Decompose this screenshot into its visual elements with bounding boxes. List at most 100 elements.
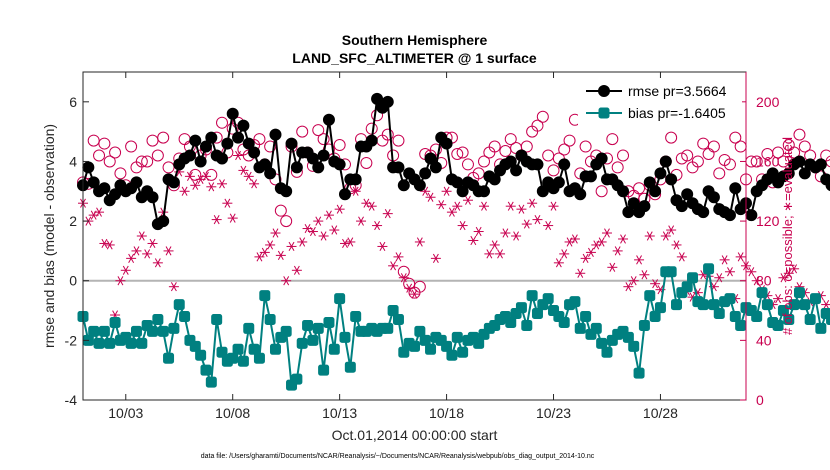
obs-evaluated-point: [644, 231, 655, 241]
obs-possible-point: [381, 128, 394, 141]
obs-possible-point: [536, 110, 549, 123]
obs-evaluated-point: [671, 240, 682, 250]
rmse-point: [782, 167, 795, 180]
obs-evaluated-series: [78, 150, 830, 320]
obs-evaluated-point: [291, 265, 302, 275]
rmse-point: [478, 185, 491, 198]
rmse-point: [697, 206, 710, 219]
obs-possible-point: [691, 155, 704, 168]
obs-evaluated-point: [559, 249, 570, 259]
obs-possible-point: [734, 140, 747, 153]
rmse-point: [665, 173, 678, 186]
bias-point: [264, 313, 276, 325]
obs-possible-point: [547, 164, 560, 177]
obs-possible-point: [633, 182, 646, 195]
obs-possible-point: [772, 146, 785, 159]
bias-point: [147, 325, 159, 337]
rmse-point: [248, 146, 261, 159]
rmse-point: [146, 191, 159, 204]
bias-point: [98, 325, 110, 337]
bias-point: [580, 311, 592, 323]
bias-point: [392, 313, 404, 325]
rmse-point: [531, 158, 544, 171]
bias-point: [425, 343, 437, 355]
rmse-point: [317, 149, 330, 162]
rmse-point: [322, 113, 335, 126]
rmse-point: [264, 167, 277, 180]
bias-point: [243, 322, 255, 334]
bias-point: [334, 293, 346, 305]
bias-point: [574, 322, 586, 334]
rmse-point: [82, 161, 95, 174]
obs-evaluated-point: [184, 171, 195, 181]
bias-point: [136, 337, 148, 349]
obs-evaluated-point: [238, 165, 249, 175]
obs-evaluated-point: [446, 207, 457, 217]
obs-possible-point: [312, 124, 325, 137]
obs-evaluated-point: [372, 220, 383, 231]
rmse-point: [167, 176, 180, 189]
x-tick-label: 10/08: [215, 405, 250, 421]
obs-evaluated-point: [479, 201, 490, 211]
obs-evaluated-point: [666, 225, 677, 235]
obs-evaluated-point: [585, 247, 596, 257]
bias-point: [173, 299, 185, 311]
bias-point: [339, 331, 351, 343]
obs-possible-point: [253, 133, 266, 146]
bias-point: [409, 340, 420, 352]
obs-evaluated-point: [398, 273, 409, 283]
obs-evaluated-point: [217, 179, 228, 189]
bias-point: [670, 299, 682, 311]
obs-evaluated-point: [115, 276, 126, 286]
obs-evaluated-point: [457, 220, 468, 231]
rmse-point: [584, 170, 597, 183]
x-axis-label: Oct.01,2014 00:00:00 start: [332, 427, 498, 443]
rmse-point: [221, 137, 234, 150]
chart-title-line-1: Southern Hemisphere: [342, 32, 488, 48]
rmse-point: [189, 134, 202, 147]
rmse-point: [643, 176, 656, 189]
rmse-point: [349, 173, 362, 186]
bias-point: [638, 319, 650, 331]
obs-evaluated-point: [275, 250, 286, 260]
y-right-tick-label: 200: [756, 94, 780, 110]
rmse-point: [280, 185, 293, 198]
obs-evaluated-point: [430, 253, 441, 263]
rmse-point: [488, 173, 501, 186]
obs-possible-point: [729, 131, 742, 144]
obs-possible-point: [392, 134, 405, 147]
rmse-point: [456, 185, 469, 198]
obs-possible-point: [697, 137, 710, 150]
obs-evaluated-point: [168, 282, 179, 292]
obs-possible-point: [413, 280, 426, 293]
bias-point: [205, 376, 217, 388]
obs-possible-point: [707, 140, 720, 153]
obs-possible-point: [702, 148, 715, 160]
obs-evaluated-point: [243, 171, 254, 181]
obs-evaluated-point: [94, 207, 105, 217]
chart-title-line-2: LAND_SFC_ALTIMETER @ 1 surface: [292, 50, 537, 66]
obs-evaluated-point: [200, 171, 211, 181]
rmse-point: [552, 176, 565, 189]
obs-evaluated-point: [735, 252, 746, 262]
y-right-tick-label: 80: [756, 273, 772, 289]
obs-evaluated-point: [607, 262, 618, 272]
bias-point: [654, 302, 666, 314]
bias-point: [344, 361, 356, 373]
obs-evaluated-point: [511, 231, 522, 241]
rmse-point: [237, 119, 250, 132]
obs-possible-point: [750, 155, 763, 168]
rmse-point: [242, 137, 255, 150]
obs-evaluated-point: [660, 231, 671, 241]
rmse-point: [429, 161, 442, 174]
x-tick-label: 10/28: [643, 405, 678, 421]
obs-possible-point: [461, 158, 474, 171]
rmse-point: [707, 191, 720, 204]
bias-point: [152, 313, 164, 325]
obs-possible-point: [274, 204, 287, 217]
bias-point: [687, 272, 699, 284]
y-tick-label: -4: [65, 392, 78, 408]
obs-evaluated-point: [495, 249, 506, 259]
bias-point: [761, 299, 773, 311]
bias-point: [323, 316, 335, 328]
